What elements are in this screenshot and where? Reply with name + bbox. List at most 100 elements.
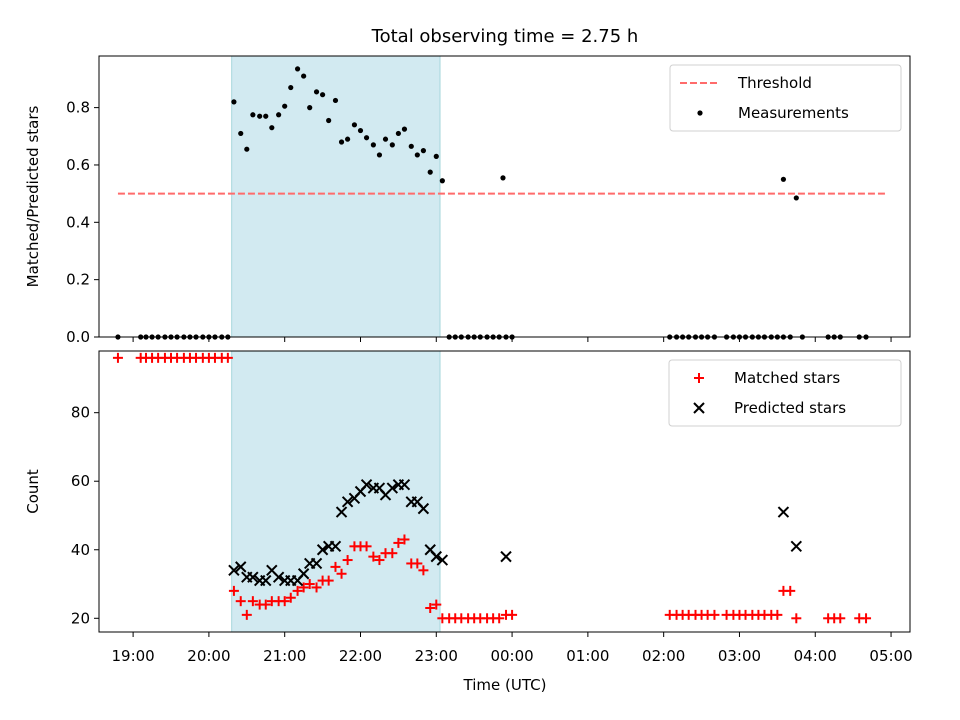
bottom-point-0-16 (228, 585, 239, 596)
top-point-0-19 (250, 112, 256, 118)
top-point-0-30 (319, 92, 326, 98)
bottom-point-1-30 (417, 502, 430, 515)
top-point-0-33 (338, 139, 345, 145)
top-panel: 0.0 0.2 0.4 0.6 0.8 Matched/Predicted stars Th… (24, 55, 911, 346)
bottom-point-1-1-b (235, 561, 247, 573)
top-ytick-label: 0.0 (66, 328, 90, 346)
bottom-point-0-37 (361, 541, 372, 552)
x-tick-label: 04:00 (794, 647, 837, 665)
bottom-point-1-3-b (247, 571, 259, 583)
top-point-0-42 (395, 130, 401, 137)
bottom-point-1-23-b (373, 482, 386, 494)
bottom-point-0-26 (292, 585, 303, 596)
bottom-point-1-32 (430, 550, 442, 563)
bottom-legend-handle-0 (694, 373, 704, 383)
bottom-point-1-16 (329, 540, 342, 553)
top-legend-label-1: Measurements (738, 104, 849, 122)
bottom-legend-label-0: Matched stars (734, 369, 840, 387)
top-point-0-40 (382, 136, 389, 142)
bottom-point-1-35 (777, 506, 790, 518)
bottom-point-1-31-b (424, 544, 436, 556)
bottom-y-axis-label: Count (24, 469, 42, 514)
top-point-0-47 (427, 169, 433, 175)
x-tick-label: 03:00 (718, 647, 761, 665)
x-tick-label: 05:00 (869, 647, 912, 665)
bottom-point-1-17 (335, 506, 348, 518)
bottom-point-0-79 (785, 585, 796, 596)
bottom-observing-window (231, 350, 441, 633)
top-ytick-label: 0.8 (66, 99, 90, 117)
top-point-0-43 (401, 126, 408, 132)
bottom-point-1-14 (316, 544, 329, 556)
top-point-0-37 (363, 135, 370, 141)
bottom-point-1-33 (436, 554, 449, 566)
top-point-0-35 (351, 122, 358, 128)
bottom-point-1-16-b (329, 540, 342, 553)
x-tick-label: 02:00 (642, 647, 685, 665)
top-point-0-44 (408, 143, 414, 149)
bottom-legend-handle-1-b (693, 402, 705, 414)
top-point-0-46 (420, 148, 426, 154)
bottom-point-1-30-b (417, 502, 430, 515)
bottom-point-1-36-b (790, 540, 803, 553)
bottom-ytick-label: 80 (71, 404, 90, 422)
bottom-point-0-39 (374, 555, 385, 566)
bottom-point-1-18-b (341, 496, 354, 508)
top-point-0-22 (269, 125, 275, 131)
top-point-0-20 (257, 113, 263, 119)
top-point-0-41 (389, 142, 395, 148)
bottom-point-1-5-b (260, 574, 272, 587)
bottom-point-1-18 (341, 496, 354, 508)
bottom-point-1-7 (272, 571, 285, 583)
top-point-0-16 (231, 99, 237, 105)
bottom-point-1-11-b (297, 568, 310, 580)
top-legend-box (669, 64, 902, 132)
bottom-point-1-0 (228, 564, 240, 577)
x-axis-label: Time (UTC) (463, 676, 547, 694)
x-tick-label: 23:00 (415, 647, 458, 665)
bottom-series-predicted-stars (228, 478, 803, 587)
bottom-ytick-label: 60 (71, 472, 90, 490)
top-point-0-28 (307, 105, 313, 111)
bottom-point-1-6-b (266, 564, 278, 577)
top-ytick-label: 0.6 (66, 156, 90, 174)
top-plot-frame (98, 55, 911, 338)
bottom-point-0-42 (393, 537, 404, 548)
bottom-point-1-1 (235, 561, 247, 573)
bottom-point-0-38 (368, 551, 379, 562)
bottom-point-0-19 (247, 596, 258, 607)
top-point-0-27 (301, 73, 307, 79)
bottom-point-1-33-b (436, 554, 449, 566)
bottom-point-0-60 (507, 609, 518, 620)
bottom-point-0-0 (112, 352, 123, 363)
bottom-legend-box (668, 359, 902, 427)
bottom-point-1-34-b (500, 550, 512, 563)
bottom-point-0-32 (330, 561, 341, 572)
bottom-point-0-68 (709, 609, 720, 620)
bottom-point-1-13 (310, 557, 323, 570)
top-legend-label-0: Threshold (737, 74, 812, 92)
top-point-0-23 (276, 112, 282, 118)
top-point-0-82 (780, 176, 787, 182)
top-legend-handle-1 (697, 110, 703, 116)
bottom-point-1-11 (297, 568, 310, 580)
bottom-point-1-34 (500, 550, 512, 563)
bottom-point-0-85 (861, 613, 872, 624)
bottom-point-0-31 (323, 575, 334, 586)
top-y-axis-label: Matched/Predicted stars (24, 106, 42, 288)
bottom-ytick-label: 40 (71, 541, 90, 559)
bottom-point-1-29-b (411, 496, 424, 508)
bottom-point-1-25-b (386, 482, 399, 494)
bottom-point-0-58 (494, 613, 505, 624)
bottom-point-0-33 (336, 568, 347, 579)
bottom-point-1-27-b (398, 478, 411, 491)
bottom-point-1-17-b (335, 506, 348, 518)
bottom-point-1-5 (260, 574, 272, 587)
x-tick-label: 21:00 (263, 647, 306, 665)
bottom-point-1-3 (247, 571, 259, 583)
top-point-0-17 (238, 130, 244, 137)
bottom-series-matched-stars (112, 352, 872, 624)
top-point-0-32 (332, 97, 339, 104)
bottom-point-0-43 (399, 534, 410, 545)
bottom-point-0-15 (222, 352, 233, 363)
